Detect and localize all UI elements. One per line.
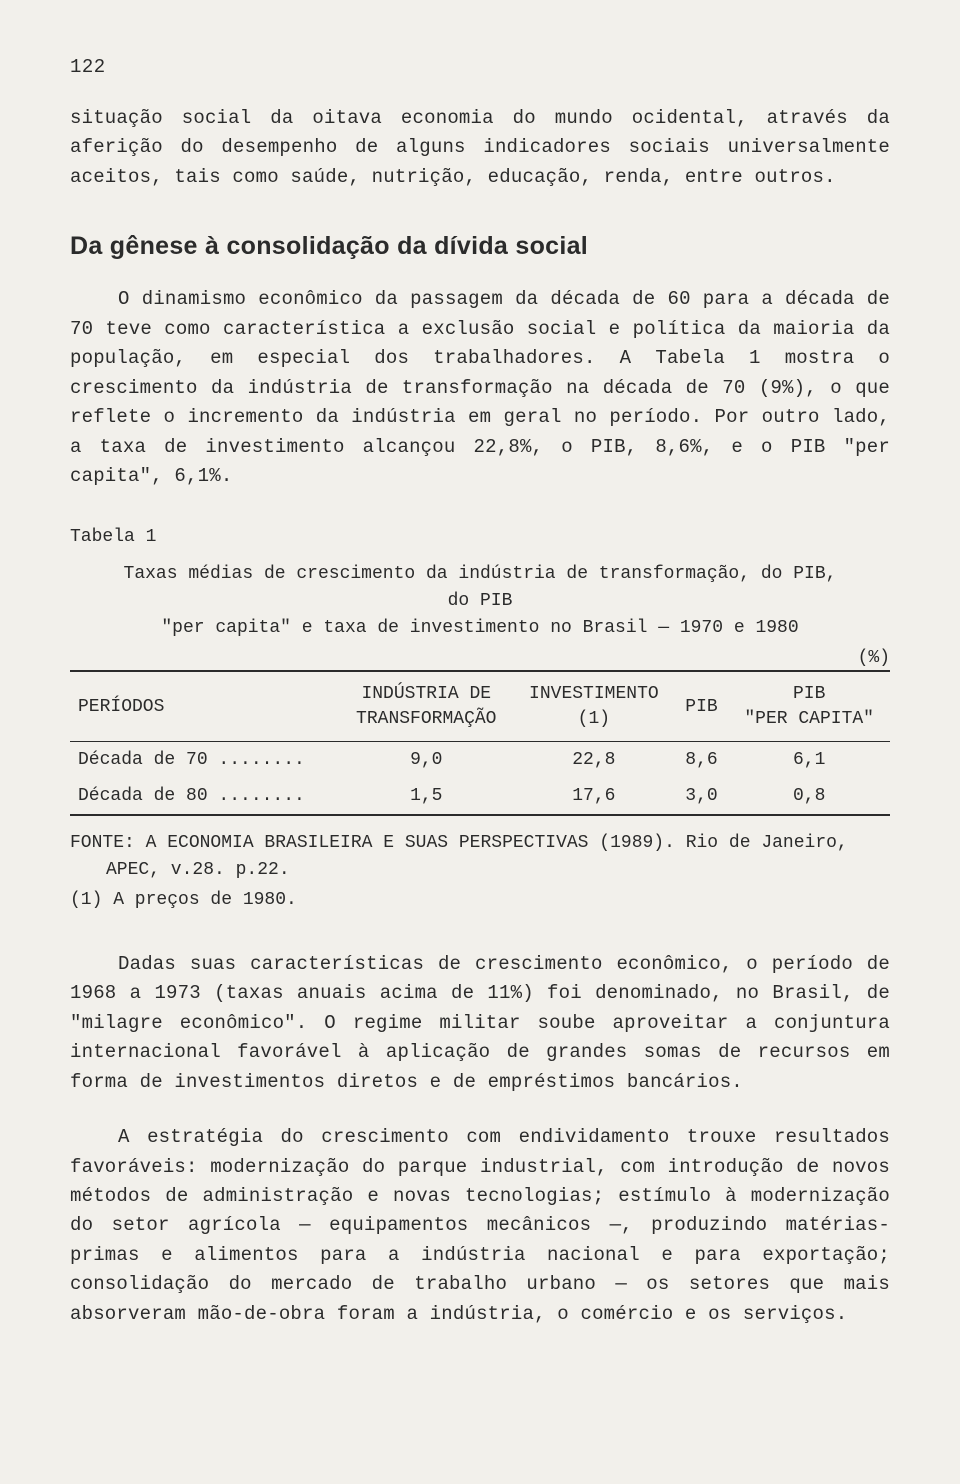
paragraph-4: A estratégia do crescimento com endivida… (70, 1123, 890, 1329)
cell-pc: 0,8 (728, 778, 890, 815)
col-pib-pc: PIB "PER CAPITA" (728, 671, 890, 741)
table-row: Década de 80 ........ 1,5 17,6 3,0 0,8 (70, 778, 890, 815)
cell-periodo: Década de 80 ........ (70, 778, 339, 815)
paragraph-3: Dadas suas características de cresciment… (70, 950, 890, 1097)
cell-pib: 3,0 (675, 778, 729, 815)
table-unit: (%) (70, 648, 890, 668)
cell-periodo: Década de 70 ........ (70, 741, 339, 778)
cell-inv: 17,6 (513, 778, 675, 815)
paragraph-2: O dinamismo econômico da passagem da déc… (70, 285, 890, 491)
cell-pc: 6,1 (728, 741, 890, 778)
cell-inv: 22,8 (513, 741, 675, 778)
table-caption-line1: Taxas médias de crescimento da indústria… (124, 564, 837, 611)
table-caption-line2: "per capita" e taxa de investimento no B… (161, 618, 798, 638)
col-industria-line2: TRANSFORMAÇÃO (356, 709, 496, 729)
table-label: Tabela 1 (70, 527, 890, 547)
table-caption: Taxas médias de crescimento da indústria… (70, 561, 890, 642)
col-industria-line1: INDÚSTRIA DE (361, 684, 491, 704)
cell-pib: 8,6 (675, 741, 729, 778)
col-industria: INDÚSTRIA DE TRANSFORMAÇÃO (339, 671, 513, 741)
col-pib-pc-line1: PIB (793, 684, 825, 704)
data-table: PERÍODOS INDÚSTRIA DE TRANSFORMAÇÃO INVE… (70, 670, 890, 816)
col-pib: PIB (675, 671, 729, 741)
page-number: 122 (70, 56, 890, 78)
col-investimento-line2: (1) (578, 709, 610, 729)
section-heading: Da gênese à consolidação da dívida socia… (70, 232, 890, 261)
table-row: Década de 70 ........ 9,0 22,8 8,6 6,1 (70, 741, 890, 778)
col-investimento-line1: INVESTIMENTO (529, 684, 659, 704)
col-periodos: PERÍODOS (70, 671, 339, 741)
col-pib-pc-line2: "PER CAPITA" (744, 709, 874, 729)
col-investimento: INVESTIMENTO (1) (513, 671, 675, 741)
cell-ind: 9,0 (339, 741, 513, 778)
paragraph-1: situação social da oitava economia do mu… (70, 104, 890, 192)
cell-ind: 1,5 (339, 778, 513, 815)
table-source: FONTE: A ECONOMIA BRASILEIRA E SUAS PERS… (70, 830, 890, 884)
table-note: (1) A preços de 1980. (70, 890, 890, 910)
